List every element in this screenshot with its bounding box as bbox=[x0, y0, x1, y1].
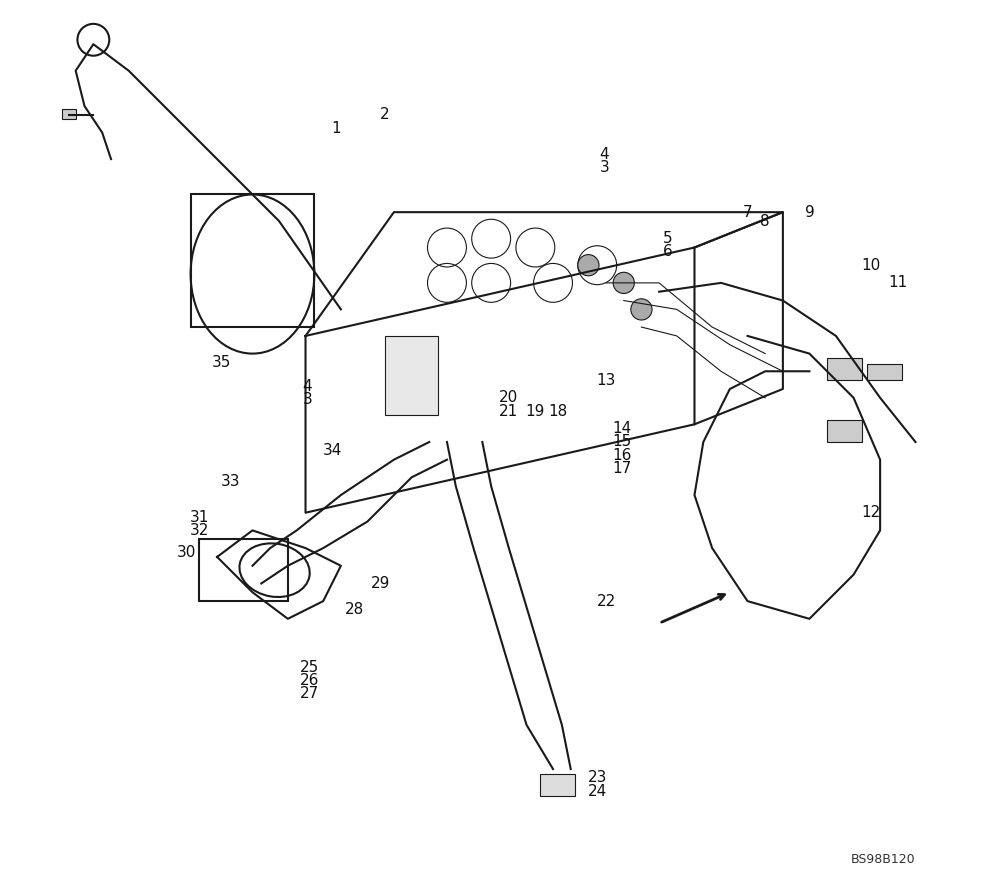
Text: 3: 3 bbox=[302, 392, 312, 407]
Text: 19: 19 bbox=[526, 404, 545, 418]
Text: 6: 6 bbox=[663, 245, 673, 259]
Text: 33: 33 bbox=[221, 475, 240, 489]
Text: 4: 4 bbox=[599, 148, 609, 162]
Text: 13: 13 bbox=[596, 373, 616, 387]
Text: 8: 8 bbox=[760, 214, 770, 228]
Text: 12: 12 bbox=[862, 506, 881, 520]
Text: 11: 11 bbox=[888, 276, 907, 290]
Text: BS98B120: BS98B120 bbox=[851, 853, 915, 866]
Text: 14: 14 bbox=[612, 422, 632, 436]
Text: 10: 10 bbox=[862, 258, 881, 272]
Text: 16: 16 bbox=[612, 448, 632, 462]
Text: 24: 24 bbox=[588, 784, 607, 798]
FancyBboxPatch shape bbox=[827, 358, 862, 380]
FancyBboxPatch shape bbox=[867, 364, 902, 380]
Circle shape bbox=[613, 272, 634, 293]
Text: 32: 32 bbox=[190, 523, 209, 537]
Text: 23: 23 bbox=[588, 771, 607, 785]
Text: 5: 5 bbox=[663, 232, 673, 246]
Text: 15: 15 bbox=[612, 435, 632, 449]
FancyBboxPatch shape bbox=[827, 420, 862, 442]
Text: 26: 26 bbox=[300, 674, 320, 688]
Text: 20: 20 bbox=[499, 391, 518, 405]
Text: 2: 2 bbox=[380, 108, 390, 122]
Text: 17: 17 bbox=[612, 461, 632, 476]
FancyBboxPatch shape bbox=[385, 336, 438, 415]
Text: 28: 28 bbox=[345, 603, 364, 617]
Text: 27: 27 bbox=[300, 687, 320, 701]
Text: 18: 18 bbox=[548, 404, 567, 418]
FancyBboxPatch shape bbox=[62, 109, 76, 119]
Text: 1: 1 bbox=[332, 121, 341, 135]
Text: 31: 31 bbox=[190, 510, 209, 524]
Circle shape bbox=[631, 299, 652, 320]
Text: 34: 34 bbox=[322, 444, 342, 458]
Text: 21: 21 bbox=[499, 404, 518, 418]
Text: 25: 25 bbox=[300, 660, 320, 674]
Text: 9: 9 bbox=[805, 205, 814, 219]
Text: 3: 3 bbox=[599, 161, 609, 175]
Text: 29: 29 bbox=[371, 576, 390, 591]
Text: 7: 7 bbox=[743, 205, 752, 219]
Text: 30: 30 bbox=[176, 545, 196, 560]
FancyBboxPatch shape bbox=[540, 774, 575, 796]
Text: 4: 4 bbox=[302, 379, 312, 393]
Circle shape bbox=[578, 255, 599, 276]
Text: 22: 22 bbox=[596, 594, 616, 608]
Text: 35: 35 bbox=[212, 355, 231, 370]
